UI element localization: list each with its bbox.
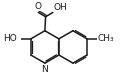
Text: O: O: [35, 2, 42, 11]
Text: N: N: [42, 65, 48, 74]
Text: CH₃: CH₃: [98, 34, 115, 43]
Text: HO: HO: [3, 34, 17, 43]
Text: OH: OH: [54, 3, 67, 12]
